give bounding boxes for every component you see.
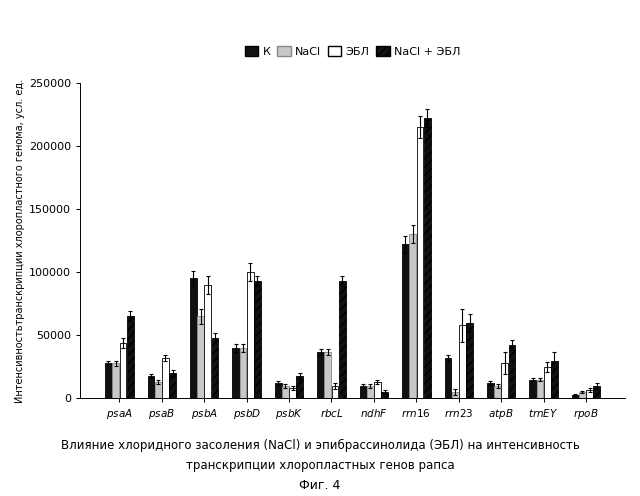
Bar <box>169 373 176 398</box>
Bar <box>105 363 112 398</box>
Bar <box>112 363 119 398</box>
Bar <box>324 352 332 398</box>
Bar <box>424 118 431 398</box>
Bar <box>232 348 239 398</box>
Bar <box>459 325 466 398</box>
Bar <box>239 348 246 398</box>
Bar <box>147 376 154 398</box>
Bar <box>544 367 550 398</box>
Bar <box>190 278 196 398</box>
Bar <box>197 316 204 398</box>
Bar <box>445 358 451 398</box>
Bar <box>296 376 303 398</box>
Y-axis label: Интенсивностьтранскрипции хлоропластного генома, усл. ед.: Интенсивностьтранскрипции хлоропластного… <box>15 78 25 403</box>
Bar <box>452 392 458 398</box>
Bar <box>360 386 367 398</box>
Bar <box>466 323 473 398</box>
Bar <box>402 245 409 398</box>
Bar <box>204 285 211 398</box>
Bar <box>381 392 388 398</box>
Bar <box>317 352 324 398</box>
Bar <box>551 361 558 398</box>
Bar <box>289 388 296 398</box>
Text: транскрипции хлоропластных генов рапса: транскрипции хлоропластных генов рапса <box>186 459 454 472</box>
Legend: К, NaCl, ЭБЛ, NaCl + ЭБЛ: К, NaCl, ЭБЛ, NaCl + ЭБЛ <box>243 44 463 59</box>
Bar <box>155 382 161 398</box>
Bar <box>509 345 515 398</box>
Bar <box>586 390 593 398</box>
Bar <box>367 386 374 398</box>
Bar <box>572 395 579 398</box>
Text: Фиг. 4: Фиг. 4 <box>300 479 340 492</box>
Bar <box>494 386 501 398</box>
Bar <box>254 281 260 398</box>
Bar <box>410 234 416 398</box>
Bar <box>529 379 536 398</box>
Bar <box>127 316 134 398</box>
Bar <box>579 392 586 398</box>
Bar <box>282 386 289 398</box>
Bar <box>501 363 508 398</box>
Bar <box>212 338 218 398</box>
Bar <box>120 343 126 398</box>
Bar <box>162 358 169 398</box>
Text: Влияние хлоридного засоления (NaCl) и эпибрассинолида (ЭБЛ) на интенсивность: Влияние хлоридного засоления (NaCl) и эп… <box>61 439 579 452</box>
Bar <box>374 382 381 398</box>
Bar <box>487 383 493 398</box>
Bar <box>536 379 543 398</box>
Bar <box>332 386 339 398</box>
Bar <box>339 281 346 398</box>
Bar <box>275 383 282 398</box>
Bar <box>247 272 253 398</box>
Bar <box>593 386 600 398</box>
Bar <box>417 127 423 398</box>
